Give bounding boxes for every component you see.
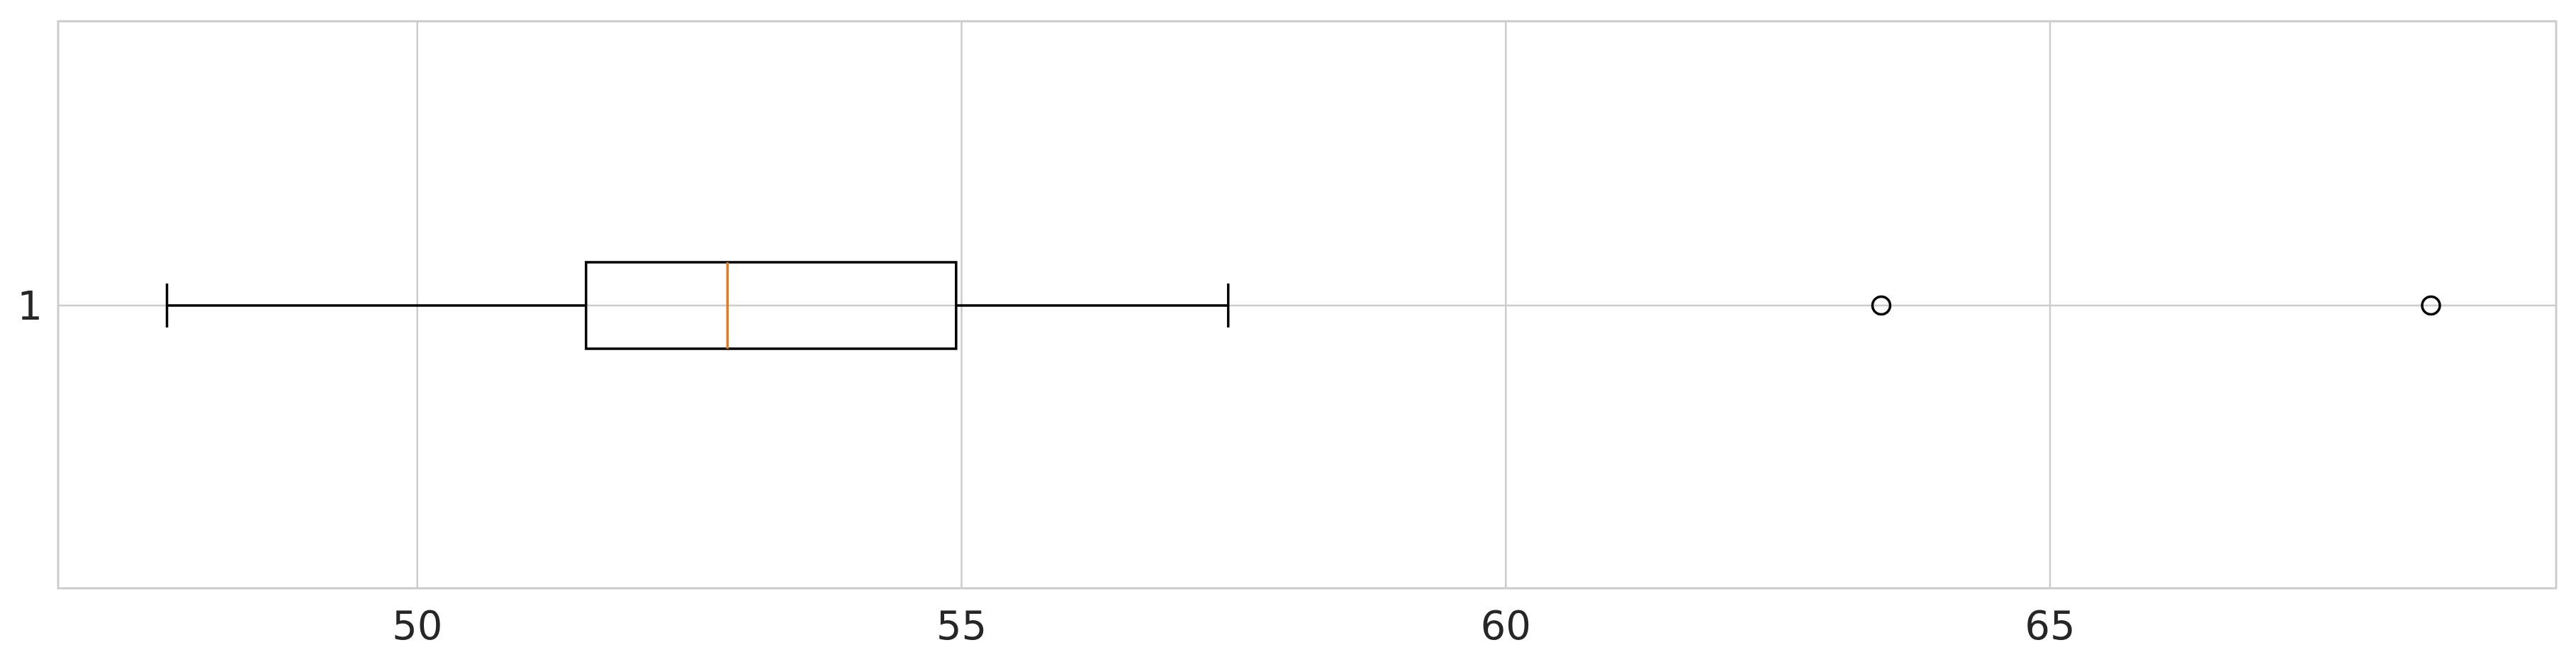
box-layer (165, 261, 2441, 350)
x-tick-label: 50 (392, 603, 442, 649)
x-tick-label: 65 (2025, 603, 2075, 649)
outlier-point (2421, 295, 2441, 316)
plot-area-frame (57, 20, 2558, 590)
y-tick-label: 1 (17, 284, 43, 330)
x-tick-label: 60 (1481, 603, 1531, 649)
x-tick-label: 55 (936, 603, 987, 649)
outlier-point (1871, 295, 1892, 316)
tick-labels: 50 55 60 65 1 (17, 284, 2075, 649)
iqr-box (584, 261, 958, 350)
